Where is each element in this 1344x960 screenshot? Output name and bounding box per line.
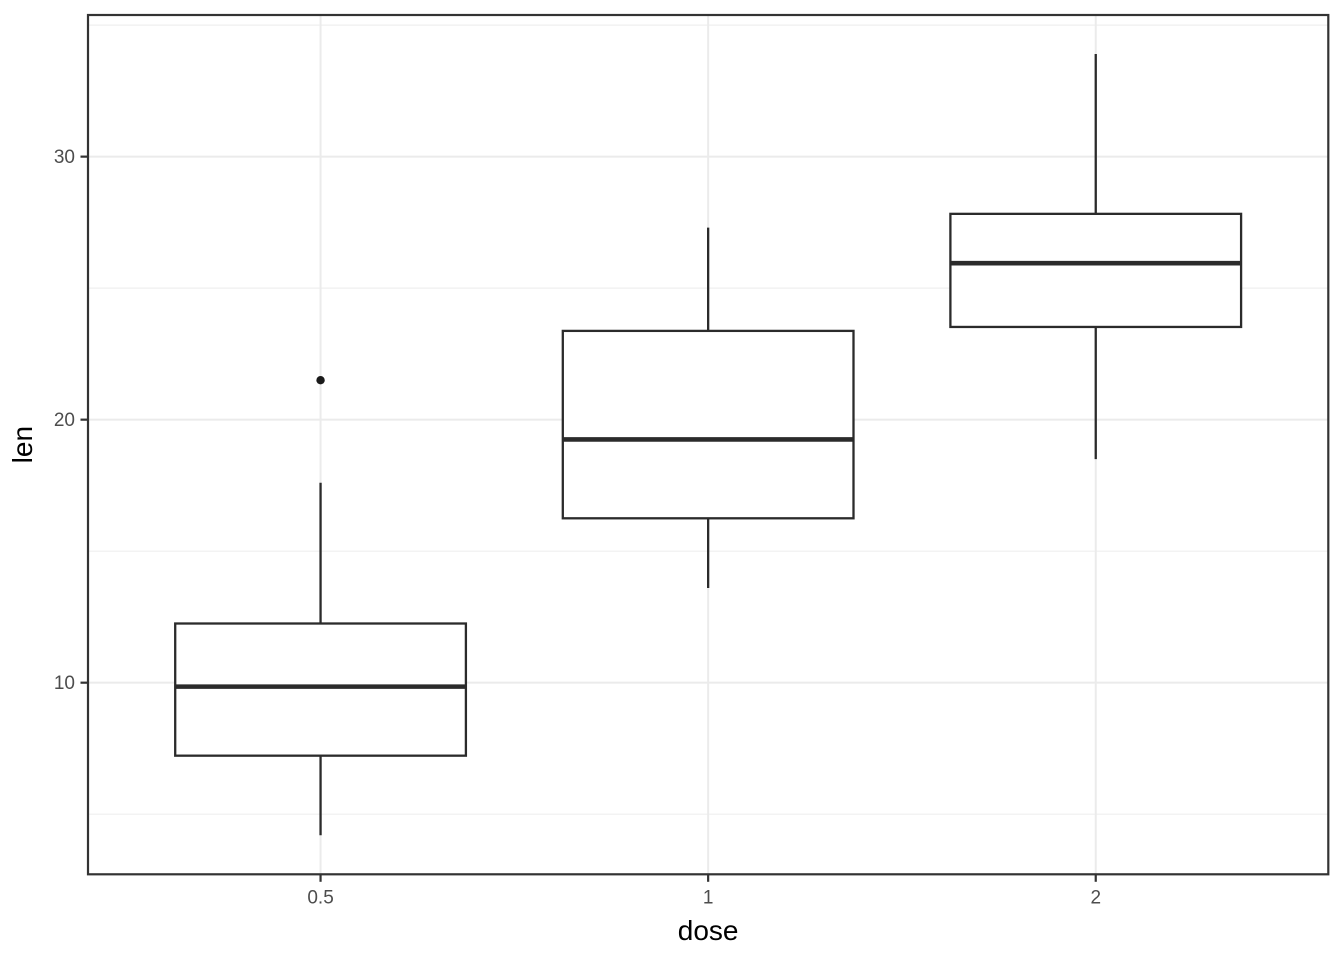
y-axis-title: len <box>7 426 38 463</box>
iqr-box <box>561 329 855 520</box>
y-tick-label-30: 30 <box>54 147 75 168</box>
x-tick-label-1: 1 <box>703 887 714 908</box>
x-tick-label-0.5: 0.5 <box>307 887 333 908</box>
y-tick-label-10: 10 <box>54 673 75 694</box>
box-dose-2 <box>949 54 1243 460</box>
iqr-box <box>949 212 1243 329</box>
box-dose-1 <box>561 227 855 588</box>
y-tick-label-20: 20 <box>54 410 75 431</box>
iqr-box <box>174 622 468 757</box>
x-axis-title: dose <box>678 915 739 946</box>
box-dose-0.5 <box>174 376 468 836</box>
outlier-point-21.5 <box>316 376 325 385</box>
x-tick-label-2: 2 <box>1090 887 1101 908</box>
